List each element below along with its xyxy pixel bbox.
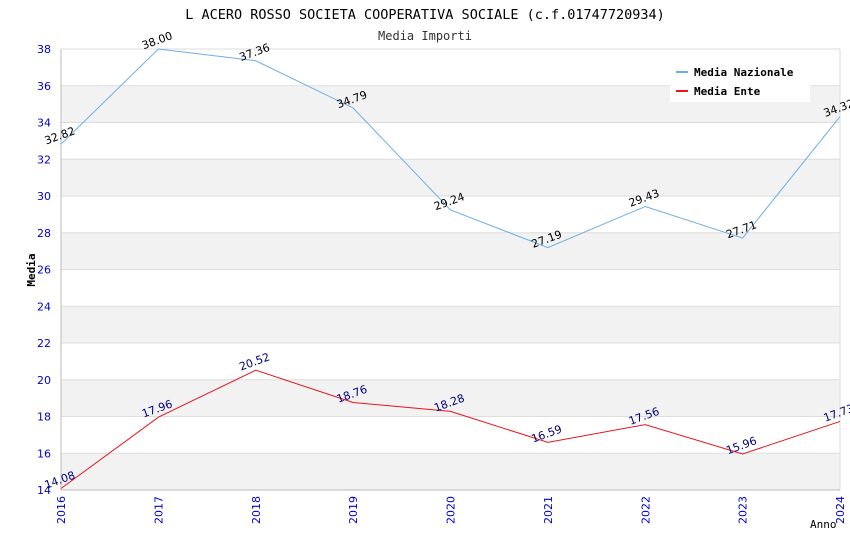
x-tick-label: 2023 — [737, 496, 750, 524]
y-tick-label: 38 — [37, 43, 51, 56]
series-layer — [60, 48, 841, 489]
legend-label: Media Nazionale — [694, 66, 794, 79]
chart-title: L ACERO ROSSO SOCIETA COOPERATIVA SOCIAL… — [185, 7, 665, 23]
grid-band — [61, 232, 840, 270]
y-tick-label: 32 — [37, 153, 51, 166]
y-tick-label: 14 — [37, 484, 51, 497]
y-tick-label: 18 — [37, 411, 51, 424]
x-tick-label: 2021 — [542, 496, 555, 524]
data-label: 20.52 — [238, 350, 272, 373]
series-line — [60, 48, 841, 249]
grid-band — [61, 306, 840, 343]
gridlines — [61, 48, 841, 491]
y-tick-label: 24 — [37, 300, 51, 313]
grid-band — [61, 159, 840, 196]
y-tick-label: 36 — [37, 80, 51, 93]
x-tick-label: 2017 — [152, 496, 165, 524]
chart-subtitle: Media Importi — [378, 29, 472, 43]
legend: Media Nazionale Media Ente — [670, 60, 810, 102]
y-tick-label: 28 — [37, 227, 51, 240]
x-tick-labels: 2016 2017 2018 2019 2020 2021 2022 2023 2024 — [55, 496, 847, 524]
legend-label: Media Ente — [694, 85, 761, 98]
y-tick-label: 26 — [37, 264, 51, 277]
grid-band — [61, 379, 840, 417]
x-tick-label: 2019 — [347, 496, 360, 524]
x-tick-label: 2022 — [639, 496, 652, 524]
series-line — [60, 369, 841, 489]
x-tick-label: 2020 — [445, 496, 458, 524]
x-tick-label: 2018 — [250, 496, 263, 524]
grid-bands — [61, 85, 840, 490]
x-tick-label: 2024 — [834, 496, 847, 524]
y-tick-labels: 14 16 18 20 22 24 26 28 30 32 34 36 38 — [37, 43, 51, 497]
y-tick-label: 16 — [37, 447, 51, 460]
y-axis-label: Media — [25, 253, 38, 286]
y-tick-label: 20 — [37, 374, 51, 387]
grid-band — [61, 453, 840, 490]
x-tick-label: 2016 — [55, 496, 68, 524]
legend-box — [670, 60, 810, 102]
y-tick-label: 22 — [37, 337, 51, 350]
y-tick-label: 34 — [37, 117, 51, 130]
y-tick-label: 30 — [37, 190, 51, 203]
x-axis-label: Anno — [810, 518, 837, 531]
